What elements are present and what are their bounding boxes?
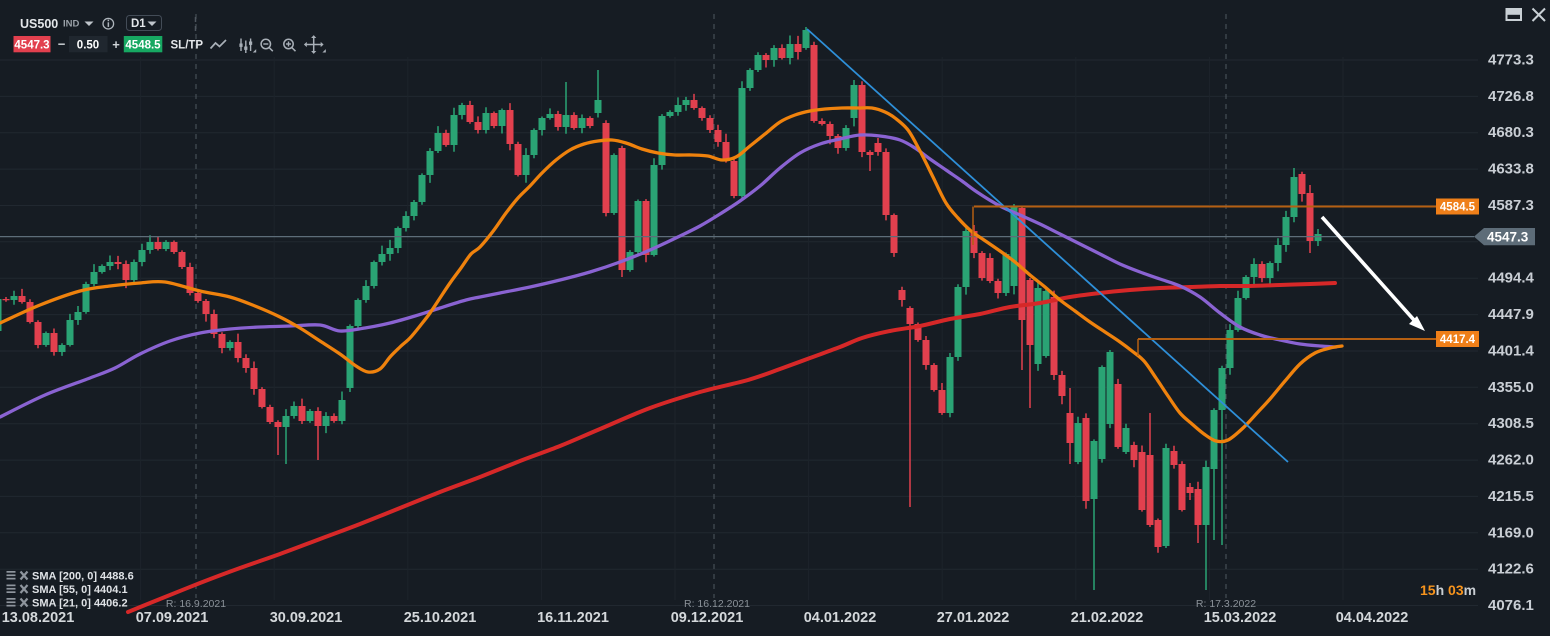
svg-text:4773.3: 4773.3 — [1488, 52, 1534, 69]
svg-text:4122.6: 4122.6 — [1488, 561, 1534, 578]
svg-text:SL/TP: SL/TP — [171, 39, 204, 51]
svg-text:D1: D1 — [131, 18, 146, 30]
svg-text:4076.1: 4076.1 — [1488, 597, 1534, 614]
svg-text:4548.5: 4548.5 — [125, 39, 161, 51]
svg-text:−: − — [58, 37, 66, 52]
svg-text:07.09.2021: 07.09.2021 — [136, 610, 209, 626]
svg-text:4547.3: 4547.3 — [1487, 229, 1529, 244]
svg-text:27.01.2022: 27.01.2022 — [937, 610, 1010, 626]
svg-text:US500: US500 — [20, 17, 58, 31]
svg-text:4633.8: 4633.8 — [1488, 161, 1534, 178]
svg-text:21.02.2022: 21.02.2022 — [1071, 610, 1144, 626]
svg-text:09.12.2021: 09.12.2021 — [671, 610, 744, 626]
svg-text:13.08.2021: 13.08.2021 — [2, 610, 75, 626]
svg-text:16.11.2021: 16.11.2021 — [537, 610, 609, 626]
svg-text:4262.0: 4262.0 — [1488, 452, 1534, 469]
svg-text:0.50: 0.50 — [77, 39, 99, 51]
svg-text:25.10.2021: 25.10.2021 — [404, 610, 477, 626]
svg-text:4169.0: 4169.0 — [1488, 524, 1534, 541]
svg-text:15.03.2022: 15.03.2022 — [1204, 610, 1277, 626]
svg-text:4215.5: 4215.5 — [1488, 488, 1534, 505]
svg-text:R: 17.3.2022: R: 17.3.2022 — [1196, 598, 1256, 610]
svg-text:4680.3: 4680.3 — [1488, 124, 1534, 141]
svg-text:04.01.2022: 04.01.2022 — [804, 610, 877, 626]
svg-text:4355.0: 4355.0 — [1488, 379, 1534, 396]
svg-text:R: 16.9.2021: R: 16.9.2021 — [166, 598, 226, 610]
svg-text:SMA [55, 0] 4404.1: SMA [55, 0] 4404.1 — [32, 584, 128, 596]
svg-text:SMA [200, 0] 4488.6: SMA [200, 0] 4488.6 — [32, 571, 134, 583]
svg-text:IND: IND — [63, 19, 80, 30]
svg-text:15h 03m: 15h 03m — [1420, 582, 1476, 598]
svg-text:4308.5: 4308.5 — [1488, 415, 1534, 432]
svg-text:4401.4: 4401.4 — [1488, 343, 1535, 360]
svg-text:04.04.2022: 04.04.2022 — [1336, 610, 1409, 626]
svg-text:4447.9: 4447.9 — [1488, 306, 1534, 323]
svg-text:4726.8: 4726.8 — [1488, 88, 1534, 105]
svg-text:4494.4: 4494.4 — [1488, 270, 1535, 287]
svg-text:4587.3: 4587.3 — [1488, 197, 1534, 214]
svg-text:SMA [21, 0] 4406.2: SMA [21, 0] 4406.2 — [32, 598, 128, 610]
svg-text:R: 16.12.2021: R: 16.12.2021 — [684, 598, 750, 610]
svg-text:4547.3: 4547.3 — [14, 39, 49, 51]
svg-text:4417.4: 4417.4 — [1440, 334, 1476, 346]
svg-text:+: + — [112, 37, 120, 52]
svg-text:4584.5: 4584.5 — [1440, 202, 1476, 214]
svg-text:30.09.2021: 30.09.2021 — [270, 610, 343, 626]
